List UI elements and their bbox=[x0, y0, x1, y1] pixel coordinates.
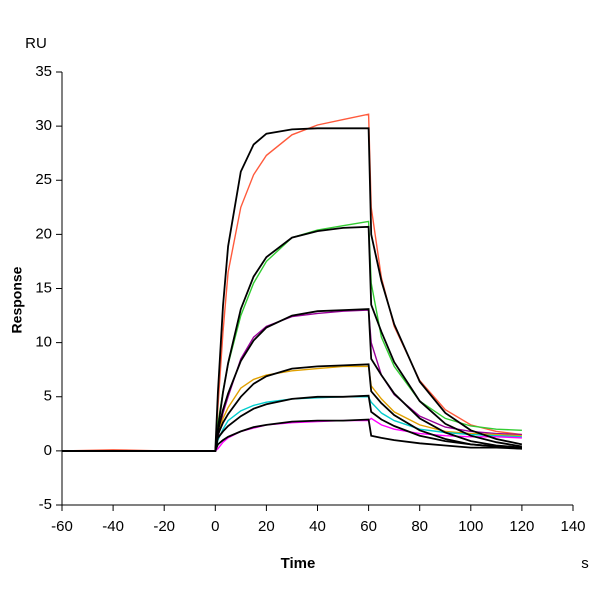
series-line bbox=[62, 365, 522, 452]
y-tick-label: 15 bbox=[35, 279, 52, 296]
series-line bbox=[62, 308, 522, 452]
x-tick-label: -20 bbox=[153, 518, 175, 535]
series-line bbox=[62, 127, 523, 452]
y-axis-label: Response bbox=[9, 266, 25, 333]
series-line bbox=[61, 113, 522, 452]
y-tick-label: 30 bbox=[35, 117, 52, 134]
x-unit: s bbox=[581, 555, 589, 572]
x-tick-label: 0 bbox=[211, 518, 219, 535]
series-line bbox=[62, 220, 522, 452]
x-tick-label: 120 bbox=[509, 518, 534, 535]
y-tick-label: 10 bbox=[35, 334, 52, 351]
x-tick-label: -40 bbox=[102, 518, 124, 535]
x-axis-label: Time bbox=[281, 555, 316, 572]
series-line bbox=[62, 394, 522, 452]
series-line bbox=[62, 363, 522, 452]
x-tick-label: -60 bbox=[51, 518, 73, 535]
series-line bbox=[62, 309, 522, 452]
y-tick-label: -5 bbox=[39, 496, 52, 513]
x-tick-label: 140 bbox=[560, 518, 585, 535]
x-tick-label: 20 bbox=[258, 518, 275, 535]
y-tick-label: 0 bbox=[44, 442, 52, 459]
y-tick-label: 25 bbox=[35, 171, 52, 188]
x-tick-label: 100 bbox=[458, 518, 483, 535]
y-tick-label: 20 bbox=[35, 225, 52, 242]
x-tick-label: 40 bbox=[309, 518, 326, 535]
x-tick-label: 60 bbox=[360, 518, 377, 535]
series-line bbox=[62, 418, 522, 452]
y-unit: RU bbox=[25, 35, 47, 52]
y-tick-label: 35 bbox=[35, 63, 52, 80]
y-tick-label: 5 bbox=[44, 388, 52, 405]
x-tick-label: 80 bbox=[411, 518, 428, 535]
